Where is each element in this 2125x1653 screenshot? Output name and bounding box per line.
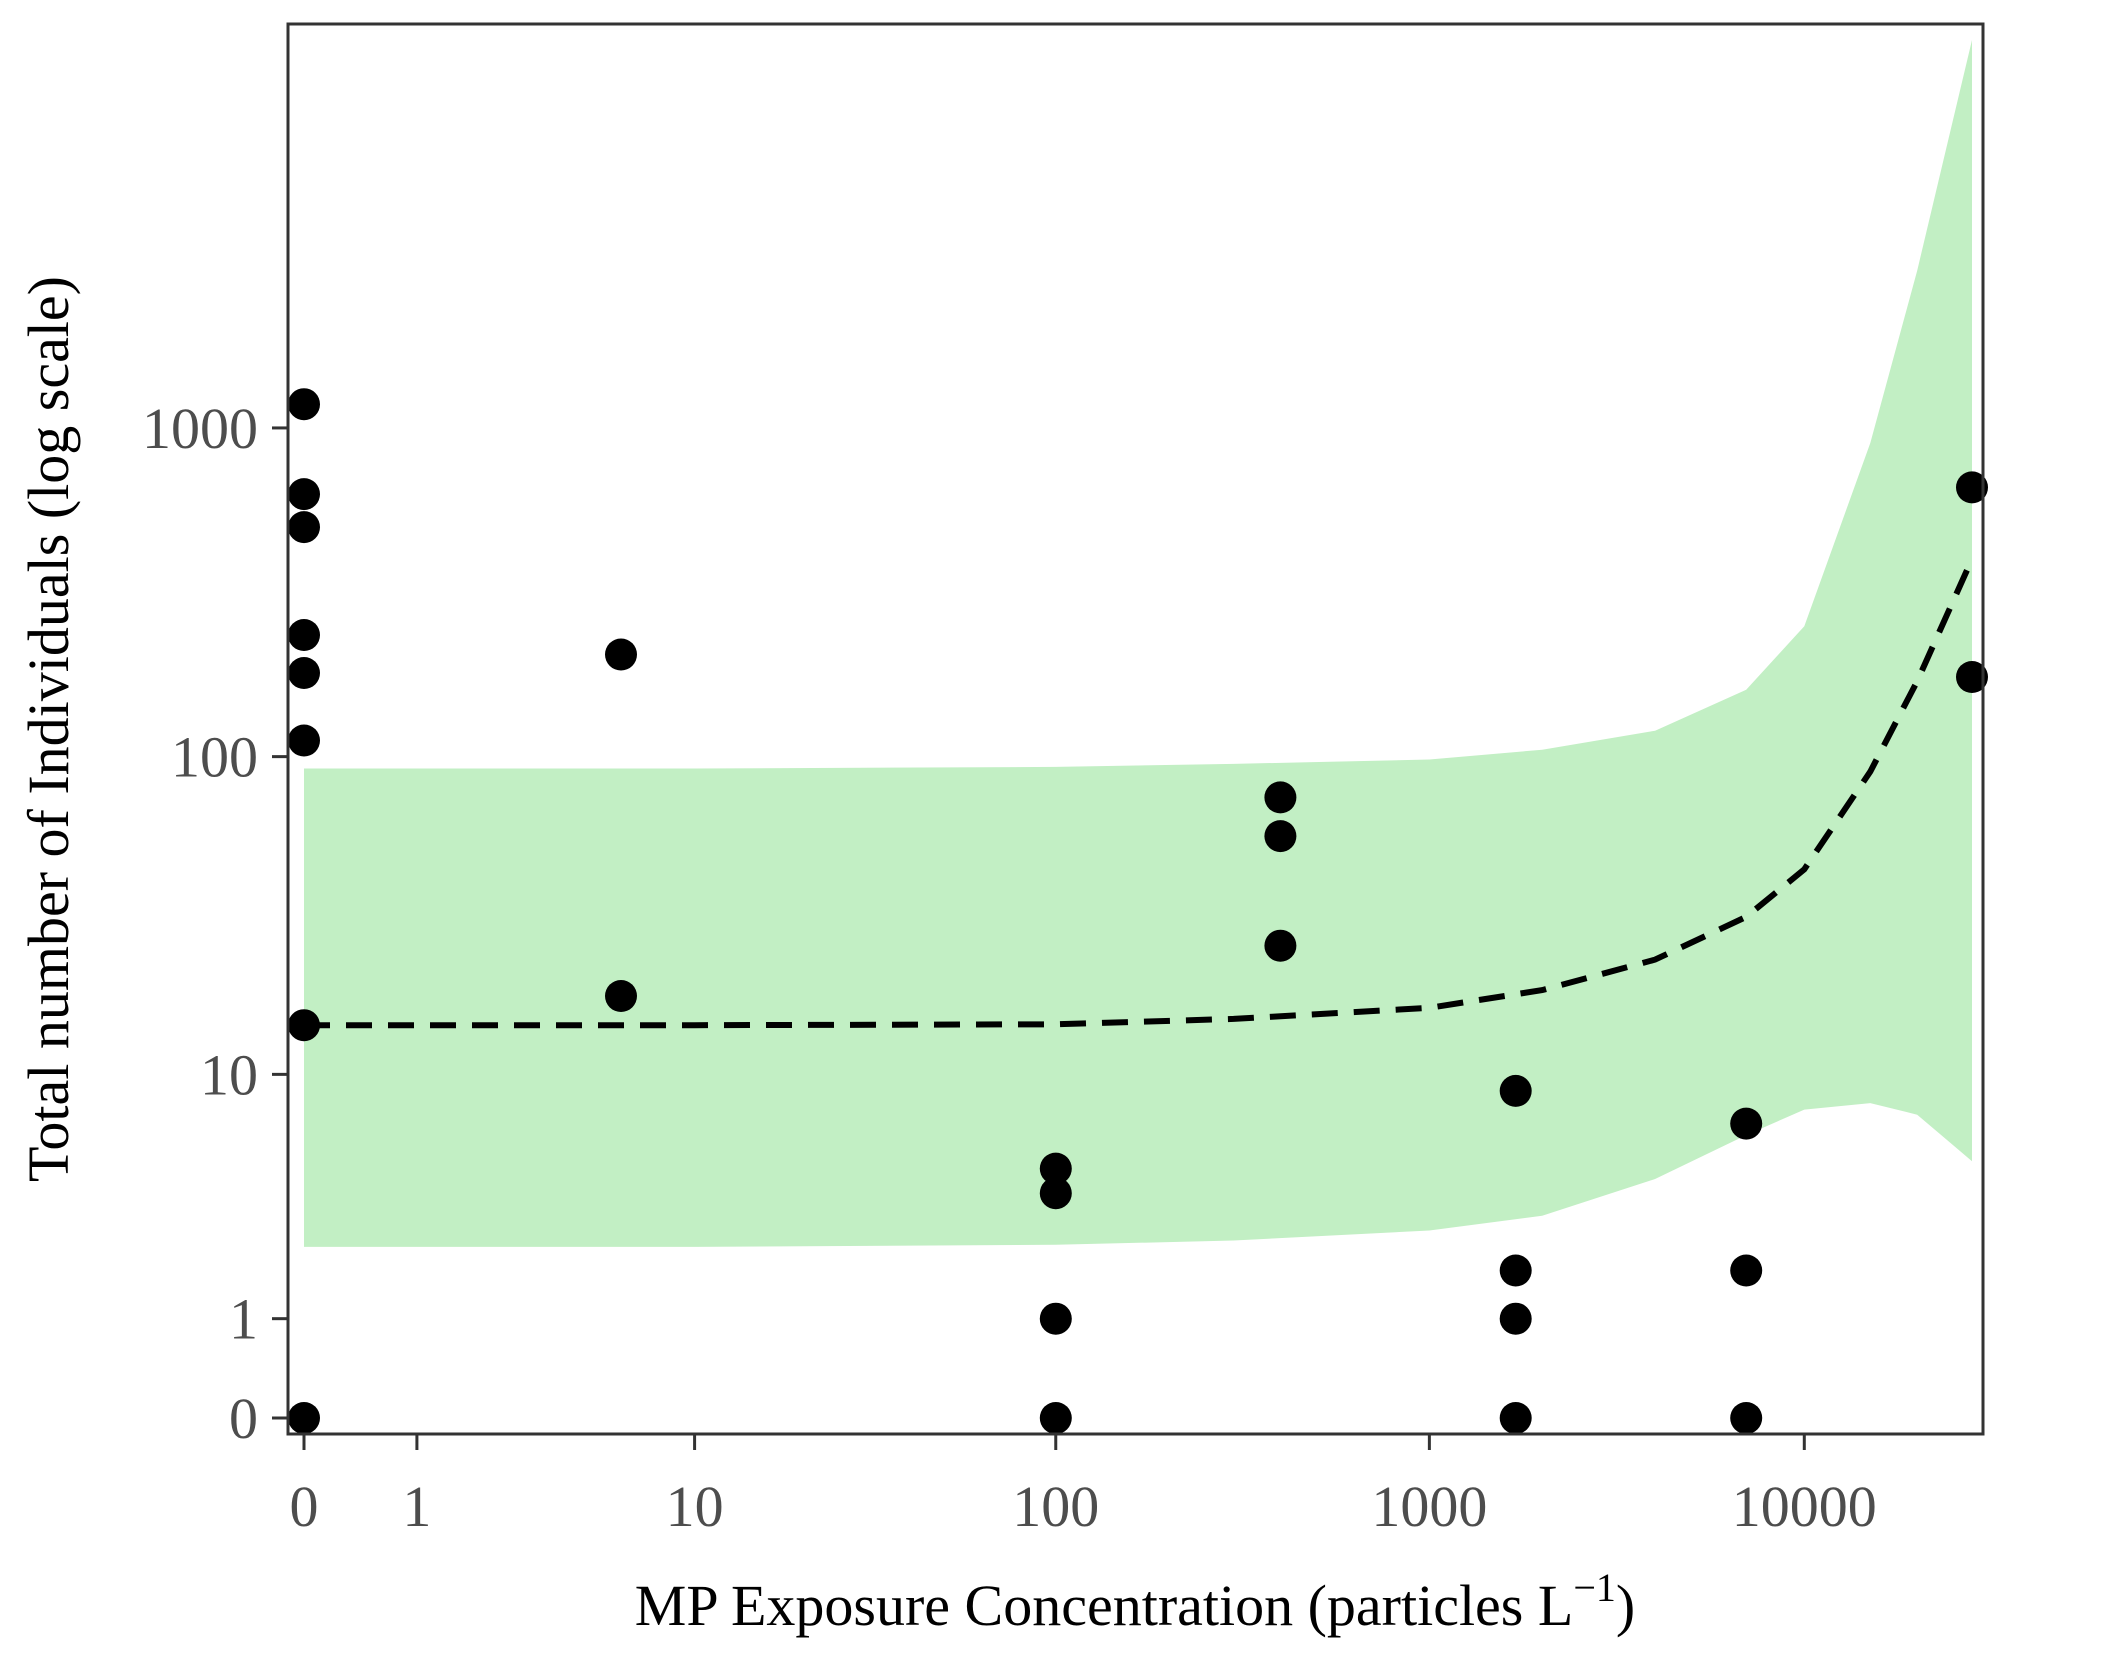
data-point (1264, 929, 1297, 962)
y-tick-label: 10 (200, 1042, 258, 1107)
data-point (1730, 1254, 1763, 1287)
x-axis: 0 1 10 100 1000 10000 (290, 1434, 1877, 1539)
confidence-band (304, 40, 1972, 1247)
data-point (288, 657, 320, 689)
x-tick-label: 1000 (1371, 1474, 1487, 1539)
data-point (1039, 1152, 1072, 1185)
data-point (1039, 1302, 1072, 1335)
data-point (1039, 1177, 1072, 1210)
fit-line (304, 557, 1975, 1029)
y-tick-label: 1000 (142, 396, 258, 461)
confidence-band-layer (304, 40, 1972, 1247)
x-tick-label: 10000 (1732, 1474, 1877, 1539)
data-points-layer (288, 388, 1988, 1434)
x-tick-label: 0 (290, 1474, 319, 1539)
x-tick-label: 100 (1012, 1474, 1099, 1539)
y-tick-label: 100 (171, 725, 258, 790)
x-tick-label: 10 (666, 1474, 724, 1539)
data-point (1730, 1402, 1763, 1434)
x-axis-title-superscript: −1 (1573, 1565, 1616, 1610)
data-point (288, 511, 320, 544)
y-tick-label: 0 (229, 1386, 258, 1451)
x-axis-title-end: ) (1616, 1573, 1635, 1638)
data-point (1956, 661, 1988, 693)
data-point (1499, 1074, 1532, 1107)
data-point (1499, 1402, 1532, 1434)
data-point (288, 388, 320, 421)
data-point (1264, 820, 1297, 853)
data-point (288, 478, 320, 511)
data-point (1499, 1302, 1532, 1335)
y-axis-title: Total number of Individuals (log scale) (16, 276, 81, 1182)
y-tick-label: 1 (229, 1287, 258, 1352)
x-tick-label: 1 (402, 1474, 431, 1539)
data-point (605, 638, 637, 671)
fit-line-layer (304, 557, 1975, 1029)
data-point (288, 1402, 320, 1434)
data-point (288, 724, 320, 757)
y-axis: 0 1 10 100 1000 (142, 396, 288, 1451)
data-point (605, 980, 637, 1012)
x-axis-title-main: MP Exposure Concentration (particles L (635, 1573, 1574, 1638)
data-point (1264, 781, 1297, 814)
data-point (1499, 1254, 1532, 1287)
data-point (288, 1009, 320, 1042)
x-axis-title: MP Exposure Concentration (particles L−1… (635, 1565, 1635, 1638)
plot-panel-border (286, 22, 1985, 1436)
data-point (1039, 1402, 1072, 1434)
data-point (1956, 471, 1988, 504)
data-point (1730, 1107, 1763, 1140)
data-point (288, 619, 320, 651)
